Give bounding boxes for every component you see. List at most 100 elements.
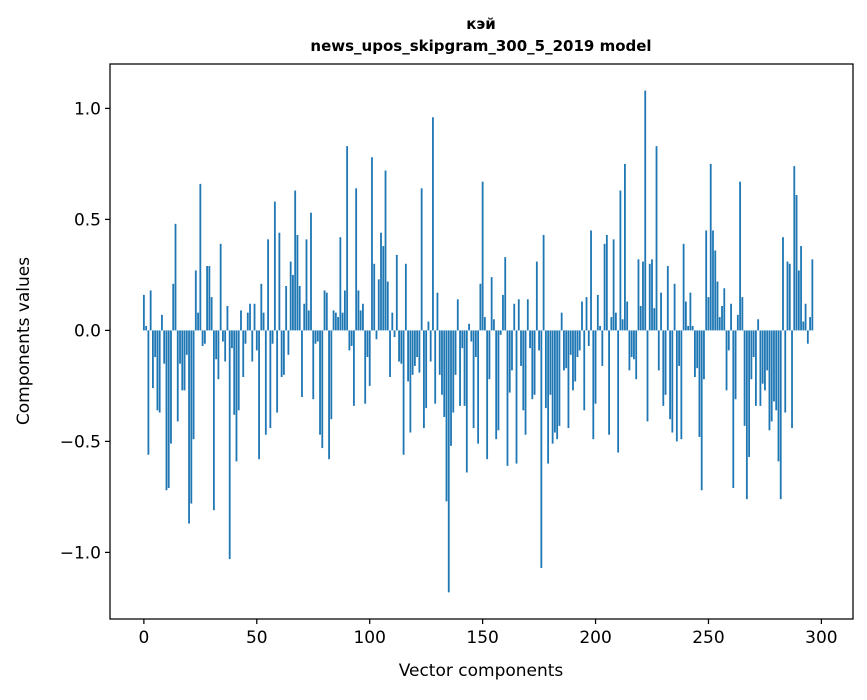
bar-103 [375,330,378,340]
bar-286 [788,263,791,331]
bar-13 [172,283,175,331]
bar-147 [474,330,477,358]
bar-30 [210,297,213,331]
bar-73 [307,310,310,331]
bar-140 [459,330,461,406]
bar-293 [804,303,807,331]
bar-91 [348,330,351,351]
bar-79 [321,330,324,449]
bar-212 [621,319,624,331]
bar-35 [222,330,224,342]
bar-220 [639,305,642,331]
bar-125 [425,330,428,409]
bar-249 [705,230,708,331]
bar-278 [770,330,773,422]
y-axis-label: Components values [14,257,34,425]
bar-255 [718,317,721,331]
bar-246 [698,330,701,437]
bar-162 [508,330,511,393]
bar-218 [635,330,638,380]
bar-247 [700,330,703,491]
bar-88 [341,312,344,331]
plot-frame [109,63,854,620]
bar-74 [310,212,312,331]
bar-244 [694,330,696,378]
bar-114 [400,330,403,364]
bar-94 [355,188,358,331]
bar-237 [678,330,681,366]
bar-47 [249,303,251,331]
bar-68 [296,234,299,331]
bar-92 [350,330,353,346]
bar-105 [380,232,382,331]
bar-37 [226,305,229,331]
bar-216 [630,330,633,358]
bar-137 [452,330,455,413]
bar-4 [152,330,154,389]
bar-224 [648,263,651,331]
bar-288 [793,166,796,331]
bar-275 [764,330,766,391]
bar-181 [551,330,554,444]
bar-238 [680,330,683,440]
bar-2 [147,330,150,455]
bar-10 [165,330,168,491]
bar-7 [158,330,161,413]
bar-248 [703,330,705,380]
bar-126 [427,321,430,331]
bar-260 [730,303,732,331]
bar-139 [456,299,459,331]
chart-title-line-2: news_upos_skipgram_300_5_2019 model [310,37,651,55]
bar-173 [533,330,536,395]
bar-130 [436,292,439,331]
bar-285 [786,261,789,331]
bar-176 [540,330,543,568]
bar-3 [149,290,152,331]
bar-263 [736,314,739,331]
bar-228 [657,330,660,371]
bar-175 [538,330,540,351]
bar-56 [269,330,272,429]
bar-277 [768,330,771,431]
bar-27 [203,330,206,344]
bar-182 [553,330,556,433]
bar-148 [477,330,480,444]
bar-269 [750,330,753,380]
bar-104 [377,279,380,331]
bar-234 [671,330,674,433]
bar-184 [558,330,561,426]
bar-149 [479,283,482,331]
bar-145 [470,330,473,342]
y-tick-label: 0.0 [74,321,101,341]
bar-155 [493,319,495,331]
bar-189 [569,330,572,355]
bar-119 [411,330,414,375]
bar-115 [402,330,405,455]
bar-98 [364,330,367,404]
bar-1 [145,325,148,331]
bar-121 [416,330,419,358]
bar-164 [513,303,516,331]
y-tick-label: 0.5 [74,210,101,230]
bar-211 [619,190,622,331]
bar-67 [294,190,297,331]
bar-258 [725,330,728,391]
bar-116 [404,263,407,331]
y-tick-label: 1.0 [74,99,101,119]
bar-271 [754,330,757,406]
bar-151 [483,317,486,331]
bar-170 [526,299,529,331]
bar-276 [766,330,769,371]
bar-214 [626,301,629,331]
bar-25 [199,183,202,331]
bar-193 [578,330,581,351]
bar-15 [176,330,179,422]
bar-136 [450,330,452,446]
bar-64 [287,330,290,355]
y-axis-ticks: −1.0 −0.5 0.0 0.5 1.0 [60,99,110,563]
bar-157 [497,330,500,431]
bar-169 [524,330,527,435]
bar-138 [454,330,457,375]
bar-296 [811,259,814,331]
